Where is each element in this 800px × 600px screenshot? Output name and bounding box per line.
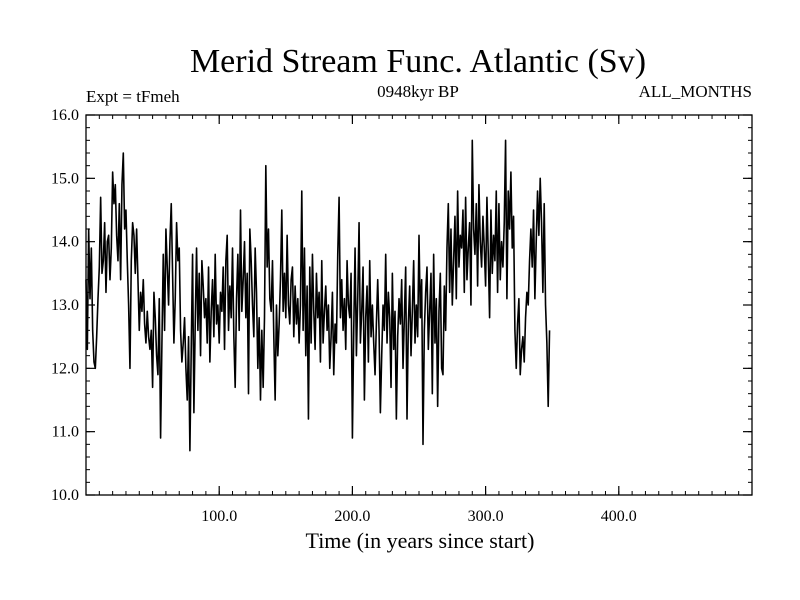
y-tick-label: 10.0: [51, 487, 79, 504]
experiment-label: Expt = tFmeh: [86, 87, 180, 106]
chart-title: Merid Stream Func. Atlantic (Sv): [190, 43, 646, 80]
x-tick-label: 200.0: [334, 508, 370, 525]
plot-area: [85, 139, 551, 452]
y-tick-label: 14.0: [51, 234, 79, 251]
y-tick-label: 11.0: [52, 424, 79, 441]
y-tick-label: 13.0: [51, 297, 79, 314]
x-tick-label: 300.0: [468, 508, 504, 525]
y-tick-label: 15.0: [51, 170, 79, 187]
x-tick-label: 100.0: [201, 508, 237, 525]
plot-frame: [85, 114, 753, 496]
axes: 10.0 11.0 12.0 13.0 14.0 15.0 16.0 100.0 200.0 30…: [51, 107, 753, 525]
period-label: 0948kyr BP: [377, 82, 459, 101]
y-tick-label: 12.0: [51, 360, 79, 377]
y-tick-label: 16.0: [51, 107, 79, 124]
series-line-0: [85, 139, 551, 452]
x-tick-label: 400.0: [601, 508, 637, 525]
x-axis-title: Time (in years since start): [306, 528, 535, 553]
months-label: ALL_MONTHS: [639, 82, 752, 101]
